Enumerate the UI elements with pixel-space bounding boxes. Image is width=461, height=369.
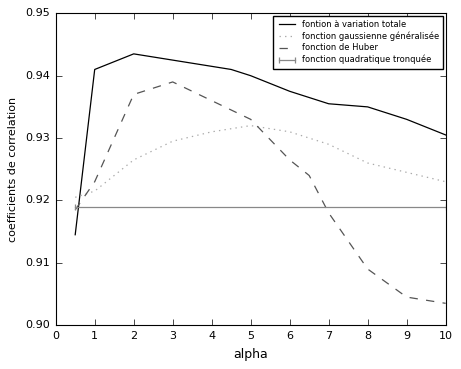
fonction de Huber: [287, 158, 292, 162]
fonction gaussienne généralisée: [404, 170, 409, 175]
fonction gaussienne généralisée: [443, 179, 449, 184]
fonction de Huber: [72, 208, 78, 212]
fonction gaussienne généralisée: [248, 123, 254, 128]
fonction gaussienne généralisée: [209, 130, 214, 134]
Line: fonction de Huber: fonction de Huber: [75, 82, 446, 303]
fontion à variation totale: [248, 73, 254, 78]
fonction de Huber: [404, 295, 409, 299]
fonction de Huber: [209, 99, 214, 103]
fonction de Huber: [443, 301, 449, 306]
fontion à variation totale: [228, 67, 234, 72]
fonction gaussienne généralisée: [365, 161, 371, 165]
fonction gaussienne généralisée: [72, 195, 78, 200]
fontion à variation totale: [365, 105, 371, 109]
fonction de Huber: [326, 211, 331, 215]
fonction gaussienne généralisée: [92, 189, 97, 193]
fonction gaussienne généralisée: [170, 139, 176, 144]
fonction de Huber: [92, 179, 97, 184]
Y-axis label: coefficients de correlation: coefficients de correlation: [8, 97, 18, 242]
fonction de Huber: [131, 92, 136, 97]
fontion à variation totale: [326, 101, 331, 106]
fonction de Huber: [307, 173, 312, 178]
fonction gaussienne généralisée: [287, 130, 292, 134]
Legend: fontion à variation totale, fonction gaussienne généralisée, fonction de Huber, : fontion à variation totale, fonction gau…: [272, 16, 443, 69]
fontion à variation totale: [209, 64, 214, 69]
fontion à variation totale: [170, 58, 176, 62]
fontion à variation totale: [443, 133, 449, 137]
Line: fonction gaussienne généralisée: fonction gaussienne généralisée: [75, 125, 446, 197]
fontion à variation totale: [131, 52, 136, 56]
Line: fontion à variation totale: fontion à variation totale: [75, 54, 446, 235]
fontion à variation totale: [287, 89, 292, 93]
fontion à variation totale: [404, 117, 409, 121]
fonction de Huber: [365, 267, 371, 271]
fontion à variation totale: [92, 67, 97, 72]
fonction de Huber: [248, 117, 254, 121]
fonction gaussienne généralisée: [131, 158, 136, 162]
fontion à variation totale: [72, 232, 78, 237]
X-axis label: alpha: alpha: [233, 348, 268, 361]
fonction de Huber: [170, 80, 176, 84]
fonction gaussienne généralisée: [326, 142, 331, 146]
